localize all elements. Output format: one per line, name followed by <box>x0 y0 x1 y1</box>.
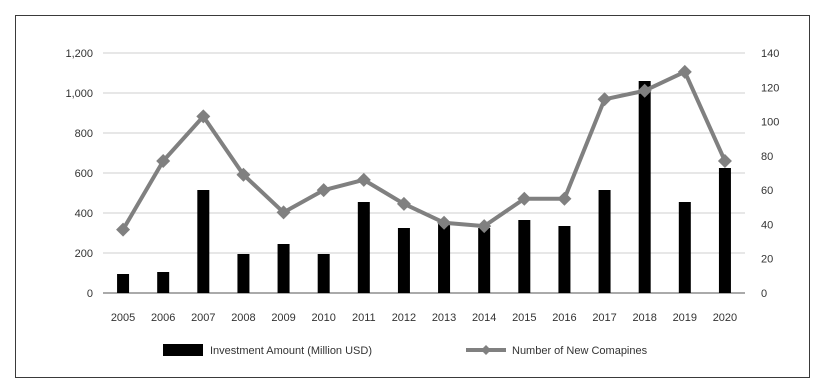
y-right-tick-label: 80 <box>761 151 773 163</box>
bar <box>638 81 651 293</box>
line-point <box>276 205 291 220</box>
x-tick-label: 2013 <box>432 312 456 324</box>
axes: 0 200 400 600 800 1,000 1,200 0 20 40 60 80 100 120 14… <box>65 48 779 324</box>
bar <box>197 190 210 293</box>
x-tick-label: 2011 <box>352 312 376 324</box>
x-tick-label: 2017 <box>592 312 616 324</box>
legend-bar-swatch <box>163 344 203 356</box>
y-left-tick-label: 1,000 <box>65 88 93 100</box>
line-point <box>477 219 492 234</box>
line-point <box>597 92 612 107</box>
line-point <box>517 191 532 206</box>
legend-line-label: Number of New Comapines <box>512 345 648 357</box>
y-right-tick-label: 0 <box>761 288 767 300</box>
bar <box>397 228 410 293</box>
series-line <box>121 69 727 231</box>
x-tick-label: 2012 <box>392 312 416 324</box>
line-point <box>196 109 211 124</box>
y-right-tick-label: 140 <box>761 48 779 60</box>
x-tick-label: 2005 <box>111 312 135 324</box>
legend-line-marker <box>481 345 491 355</box>
x-tick-label: 2016 <box>552 312 576 324</box>
line-point <box>637 83 652 98</box>
y-right-tick-label: 120 <box>761 82 779 94</box>
bar <box>357 202 370 293</box>
legend-bar-label: Investment Amount (Million USD) <box>210 345 372 357</box>
x-tick-label: 2020 <box>713 312 737 324</box>
line-point <box>437 215 452 230</box>
line-point <box>396 196 411 211</box>
line-point <box>677 64 692 79</box>
x-tick-label: 2010 <box>311 312 335 324</box>
x-tick-label: 2006 <box>151 312 175 324</box>
x-tick-label: 2008 <box>231 312 255 324</box>
bar <box>718 168 731 293</box>
y-right-tick-label: 40 <box>761 219 773 231</box>
bar <box>518 220 531 293</box>
bar <box>438 222 451 293</box>
y-left-tick-label: 600 <box>75 168 93 180</box>
x-tick-label: 2014 <box>472 312 496 324</box>
y-right-tick-label: 100 <box>761 117 779 129</box>
bar <box>277 244 290 293</box>
bar <box>237 254 250 293</box>
y-left-tick-label: 0 <box>87 288 93 300</box>
bar <box>598 190 611 293</box>
x-tick-label: 2019 <box>673 312 697 324</box>
bar-series <box>117 81 731 293</box>
line-point <box>557 191 572 206</box>
line-point <box>316 183 331 198</box>
bar <box>317 254 330 293</box>
bar <box>117 274 130 293</box>
legend: Investment Amount (Million USD) Number o… <box>163 344 648 357</box>
bar <box>157 272 170 293</box>
y-right-tick-label: 60 <box>761 185 773 197</box>
y-left-tick-label: 1,200 <box>65 48 93 60</box>
line-point <box>717 154 732 168</box>
x-tick-label: 2007 <box>191 312 215 324</box>
y-left-tick-label: 200 <box>75 248 93 260</box>
bar <box>558 226 571 293</box>
x-tick-label: 2015 <box>512 312 536 324</box>
bar <box>678 202 691 293</box>
y-right-tick-label: 20 <box>761 254 773 266</box>
bar <box>478 228 491 293</box>
line-point <box>116 222 131 237</box>
line-series <box>116 64 732 237</box>
y-left-tick-label: 400 <box>75 208 93 220</box>
line-point <box>156 154 171 168</box>
y-left-tick-label: 800 <box>75 128 93 140</box>
line-point <box>356 172 371 187</box>
x-tick-label: 2018 <box>632 312 656 324</box>
x-tick-label: 2009 <box>271 312 295 324</box>
line-point <box>236 167 251 182</box>
